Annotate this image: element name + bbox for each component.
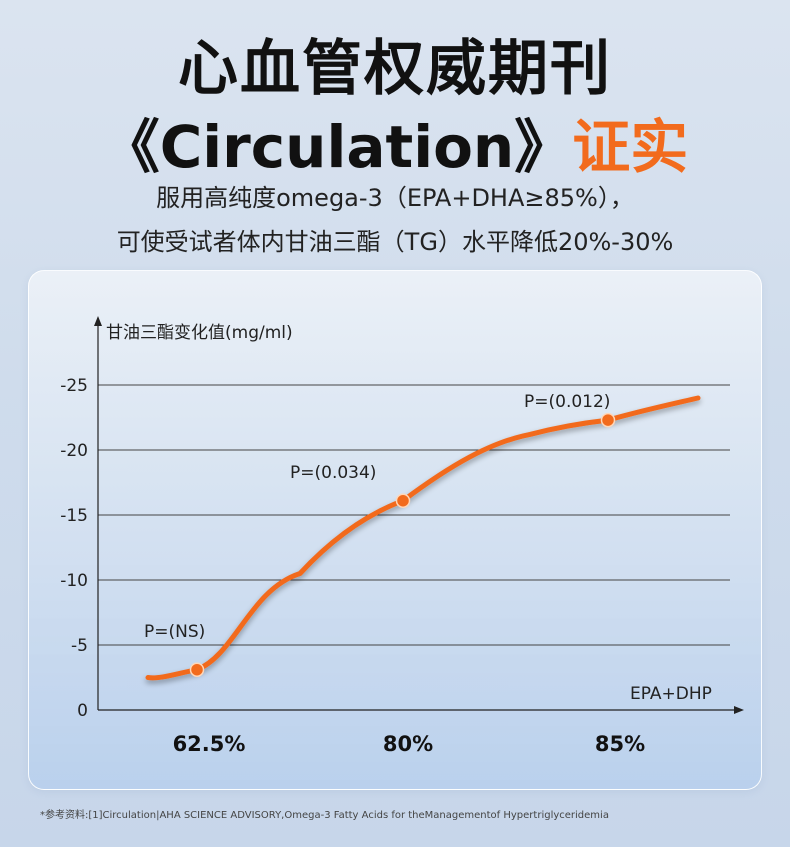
- x-axis-label: EPA+DHP: [630, 684, 712, 704]
- x-category-label: 80%: [383, 732, 433, 756]
- data-point: [395, 493, 411, 508]
- p-value-annotations: P=(NS) P=(0.034) P=(0.012): [144, 392, 610, 642]
- x-category-labels: 62.5% 80% 85%: [173, 732, 646, 756]
- data-points: [189, 412, 616, 677]
- grid-lines: [98, 384, 730, 646]
- y-tick-label: -10: [60, 571, 88, 591]
- y-tick-label: -25: [60, 376, 88, 396]
- y-axis-arrow: [94, 316, 102, 326]
- y-tick-label: 0: [77, 701, 88, 721]
- confirm-text: 证实: [572, 113, 689, 181]
- page-title: 心血管权威期刊: [178, 34, 612, 104]
- p-value-label: P=(0.034): [290, 463, 376, 483]
- chart-card: [28, 270, 762, 790]
- p-value-label: P=(NS): [144, 622, 205, 642]
- y-tick-label: -15: [60, 506, 88, 526]
- data-point: [189, 662, 205, 677]
- x-axis-arrow: [734, 706, 744, 714]
- y-axis-label: 甘油三酯变化值(mg/ml): [106, 323, 293, 343]
- series-line: [145, 395, 701, 681]
- journal-title: 《Circulation》证实: [0, 100, 790, 184]
- footnote: *参考资料:[1]Circulation|AHA SCIENCE ADVISOR…: [40, 810, 609, 821]
- subtitle-line-2: 可使受试者体内甘油三酯（TG）水平降低20%-30%: [116, 228, 674, 256]
- subtitle-line-1: 服用高纯度omega-3（EPA+DHA≥85%），: [156, 184, 634, 212]
- journal-name: 《Circulation》: [101, 113, 573, 181]
- x-category-label: 85%: [595, 732, 645, 756]
- data-point: [600, 412, 616, 428]
- p-value-label: P=(0.012): [524, 392, 610, 412]
- y-tick-labels: -25 -20 -15 -10 -5 0: [60, 376, 88, 721]
- y-tick-label: -20: [60, 441, 88, 461]
- y-tick-label: -5: [71, 636, 88, 656]
- x-category-label: 62.5%: [173, 732, 246, 756]
